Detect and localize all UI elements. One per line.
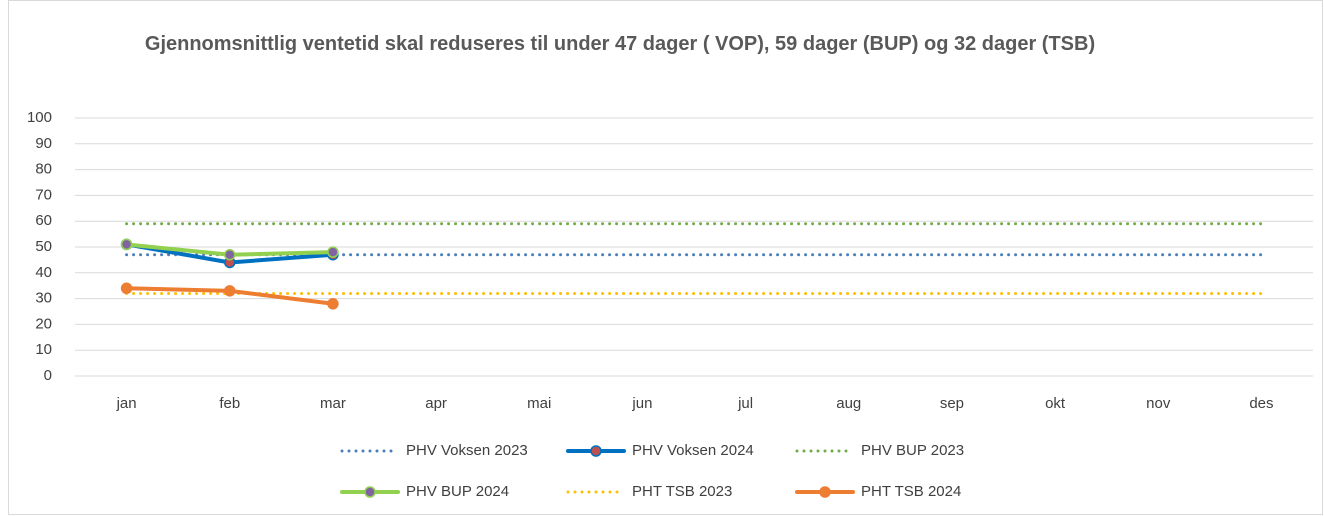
series-marker <box>224 248 236 261</box>
legend-label: PHT TSB 2024 <box>861 483 961 500</box>
y-tick-label: 90 <box>35 135 52 152</box>
x-tick-label: aug <box>836 395 861 412</box>
x-tick-label: des <box>1249 395 1273 412</box>
legend-label: PHV Voksen 2024 <box>632 442 754 459</box>
x-tick-label: nov <box>1146 395 1171 412</box>
x-tick-label: feb <box>219 395 240 412</box>
y-tick-label: 80 <box>35 161 52 178</box>
legend-marker <box>590 445 602 457</box>
legend-label: PHV BUP 2024 <box>406 483 509 500</box>
y-tick-label: 40 <box>35 264 52 281</box>
legend-marker <box>364 486 376 498</box>
legend-label: PHT TSB 2023 <box>632 483 732 500</box>
y-tick-label: 50 <box>35 238 52 255</box>
x-tick-label: sep <box>940 395 964 412</box>
y-tick-label: 70 <box>35 186 52 203</box>
series-marker <box>327 246 339 258</box>
series-marker <box>120 282 133 295</box>
chart-border <box>8 0 1323 515</box>
x-tick-label: jan <box>116 395 137 412</box>
series-marker <box>327 298 339 310</box>
x-tick-label: mar <box>320 395 346 412</box>
legend-label: PHV Voksen 2023 <box>406 442 528 459</box>
y-tick-label: 10 <box>35 341 52 358</box>
legend-marker <box>819 486 831 498</box>
x-tick-label: okt <box>1045 395 1066 412</box>
series-marker <box>224 285 236 297</box>
x-tick-label: jul <box>737 395 753 412</box>
legend-label: PHV BUP 2023 <box>861 442 964 459</box>
x-tick-label: mai <box>527 395 551 412</box>
y-tick-label: 100 <box>27 109 52 126</box>
y-tick-label: 60 <box>35 212 52 229</box>
series-marker <box>120 238 133 251</box>
chart-title: Gjennomsnittlig ventetid skal reduseres … <box>144 33 1096 55</box>
x-tick-label: jun <box>631 395 652 412</box>
y-tick-label: 20 <box>35 315 52 332</box>
x-tick-label: apr <box>425 395 447 412</box>
y-tick-label: 0 <box>44 367 52 384</box>
y-tick-label: 30 <box>35 290 52 307</box>
